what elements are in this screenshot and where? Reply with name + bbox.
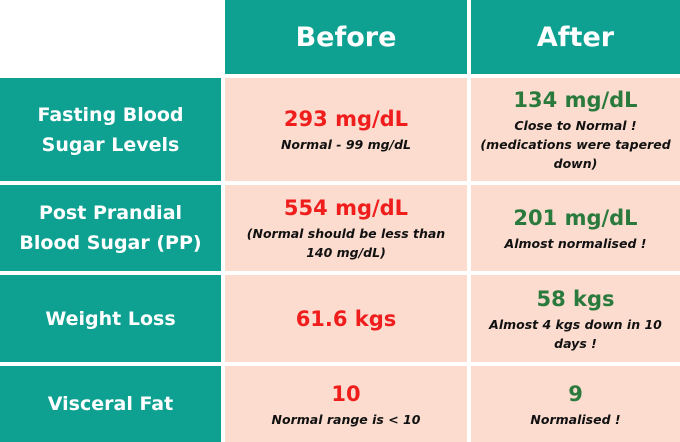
- after-visceral-cell: 9 Normalised !: [467, 366, 680, 442]
- before-pp-note: (Normal should be less than 140 mg/dL): [246, 226, 446, 260]
- after-pp-value: 201 mg/dL: [513, 205, 638, 230]
- before-pp-value: 554 mg/dL: [283, 196, 409, 220]
- after-weight-cell: 58 kgs Almost 4 kgs down in 10 days !: [467, 275, 680, 366]
- row-label-fasting: Fasting Blood Sugar Levels: [0, 78, 221, 185]
- after-fasting-note: Close to Normal ! (medications were tape…: [480, 118, 671, 171]
- row-label-pp: Post Prandial Blood Sugar (PP): [0, 185, 221, 275]
- before-visceral-note: Normal range is < 10: [271, 411, 421, 427]
- after-weight-note: Almost 4 kgs down in 10 days !: [489, 316, 662, 351]
- row-label-visceral: Visceral Fat: [0, 366, 221, 442]
- header-after: After: [467, 0, 680, 78]
- before-fasting-value: 293 mg/dL: [283, 107, 409, 131]
- before-visceral-value: 10: [331, 381, 361, 406]
- header-before: Before: [221, 0, 467, 78]
- after-visceral-note: Normalised !: [530, 411, 621, 427]
- after-fasting-value: 134 mg/dL: [513, 88, 638, 112]
- after-pp-cell: 201 mg/dL Almost normalised !: [467, 185, 680, 275]
- before-pp-cell: 554 mg/dL (Normal should be less than 14…: [221, 185, 467, 275]
- corner-blank: [0, 0, 221, 78]
- row-label-weight: Weight Loss: [0, 275, 221, 366]
- before-visceral-cell: 10 Normal range is < 10: [221, 366, 467, 442]
- after-fasting-cell: 134 mg/dL Close to Normal ! (medications…: [467, 78, 680, 185]
- before-weight-cell: 61.6 kgs: [221, 275, 467, 366]
- before-weight-value: 61.6 kgs: [295, 306, 397, 331]
- after-visceral-value: 9: [568, 381, 583, 406]
- after-weight-value: 58 kgs: [536, 286, 615, 311]
- before-fasting-note: Normal - 99 mg/dL: [280, 137, 412, 152]
- before-fasting-cell: 293 mg/dL Normal - 99 mg/dL: [221, 78, 467, 185]
- after-pp-note: Almost normalised !: [504, 235, 647, 251]
